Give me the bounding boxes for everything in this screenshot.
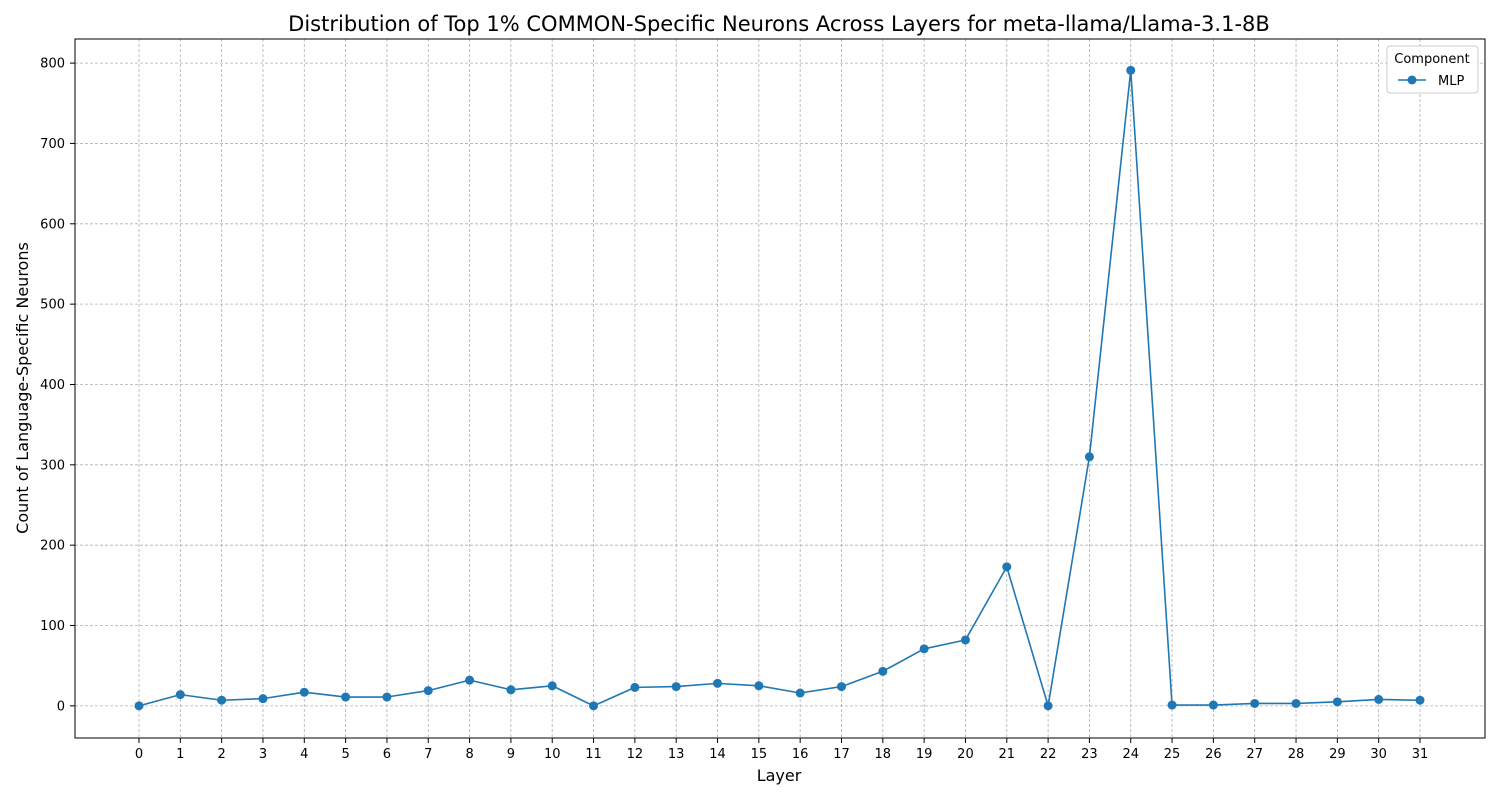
chart-title: Distribution of Top 1% COMMON-Specific N… bbox=[288, 12, 1270, 36]
y-tick-label: 200 bbox=[40, 539, 65, 554]
y-tick-label: 800 bbox=[40, 57, 65, 72]
x-tick-label: 7 bbox=[424, 747, 432, 762]
data-point bbox=[1167, 700, 1177, 710]
x-tick-label: 9 bbox=[507, 747, 515, 762]
y-tick-label: 600 bbox=[40, 217, 65, 232]
x-tick-label: 29 bbox=[1329, 747, 1346, 762]
data-point bbox=[1415, 695, 1425, 705]
series-layer bbox=[134, 65, 1425, 711]
x-tick-label: 0 bbox=[135, 747, 143, 762]
x-tick-label: 4 bbox=[300, 747, 308, 762]
x-tick-label: 2 bbox=[218, 747, 226, 762]
data-point bbox=[754, 681, 764, 691]
x-tick-label: 28 bbox=[1288, 747, 1305, 762]
x-tick-label: 15 bbox=[751, 747, 768, 762]
data-point bbox=[1002, 562, 1012, 572]
x-tick-label: 5 bbox=[341, 747, 349, 762]
data-point bbox=[1126, 65, 1136, 75]
data-point bbox=[382, 692, 392, 702]
x-tick-label: 8 bbox=[465, 747, 473, 762]
data-point bbox=[299, 687, 309, 697]
y-tick-label: 0 bbox=[57, 699, 65, 714]
legend: Component MLP bbox=[1386, 45, 1479, 94]
data-point bbox=[836, 682, 846, 692]
data-point bbox=[258, 694, 268, 704]
x-tick-label: 17 bbox=[833, 747, 850, 762]
data-point bbox=[217, 695, 227, 705]
x-tick-label: 23 bbox=[1081, 747, 1098, 762]
data-point bbox=[1084, 452, 1094, 462]
plot-frame bbox=[74, 38, 1486, 739]
data-point bbox=[175, 690, 185, 700]
y-tick-label: 700 bbox=[40, 137, 65, 152]
data-point bbox=[134, 701, 144, 711]
data-point bbox=[1250, 698, 1260, 708]
x-tick-label: 21 bbox=[999, 747, 1016, 762]
data-point bbox=[1208, 700, 1218, 710]
y-tick-label: 100 bbox=[40, 619, 65, 634]
x-tick-label: 13 bbox=[668, 747, 685, 762]
x-axis-ticks: 0 1 2 3 4 5 6 7 8 9 10 11 12 13 14 15 16 17 18 19 20 21 22 23 24… bbox=[135, 738, 1428, 762]
data-point bbox=[1374, 694, 1384, 704]
grid bbox=[75, 39, 1485, 738]
x-tick-label: 18 bbox=[875, 747, 892, 762]
x-tick-label: 12 bbox=[627, 747, 644, 762]
x-tick-label: 19 bbox=[916, 747, 933, 762]
data-point bbox=[878, 666, 888, 676]
x-tick-label: 20 bbox=[957, 747, 974, 762]
legend-title: Component bbox=[1394, 52, 1469, 67]
data-point bbox=[465, 675, 475, 685]
series-line-mlp bbox=[138, 69, 1421, 707]
x-tick-label: 6 bbox=[383, 747, 391, 762]
x-tick-label: 24 bbox=[1122, 747, 1139, 762]
y-tick-label: 400 bbox=[40, 378, 65, 393]
data-point bbox=[1291, 698, 1301, 708]
y-axis-ticks: 0 100 200 300 400 500 600 700 800 bbox=[40, 57, 75, 714]
x-tick-label: 16 bbox=[792, 747, 809, 762]
legend-marker-mlp bbox=[1407, 75, 1417, 85]
data-point bbox=[423, 686, 433, 696]
x-tick-label: 31 bbox=[1412, 747, 1429, 762]
x-tick-label: 3 bbox=[259, 747, 267, 762]
x-tick-label: 14 bbox=[709, 747, 726, 762]
x-tick-label: 22 bbox=[1040, 747, 1057, 762]
data-point bbox=[506, 685, 516, 695]
data-point bbox=[1043, 701, 1053, 711]
y-axis-label: Count of Language-Specific Neurons bbox=[13, 242, 32, 534]
x-tick-label: 25 bbox=[1164, 747, 1181, 762]
data-point bbox=[589, 701, 599, 711]
y-tick-label: 300 bbox=[40, 458, 65, 473]
data-point bbox=[795, 688, 805, 698]
x-axis-label: Layer bbox=[757, 766, 802, 785]
x-tick-label: 26 bbox=[1205, 747, 1222, 762]
data-point bbox=[671, 682, 681, 692]
x-tick-label: 10 bbox=[544, 747, 561, 762]
x-tick-label: 30 bbox=[1370, 747, 1387, 762]
y-tick-label: 500 bbox=[40, 298, 65, 313]
data-point bbox=[713, 678, 723, 688]
x-tick-label: 1 bbox=[176, 747, 184, 762]
data-point bbox=[341, 692, 351, 702]
data-point bbox=[547, 681, 557, 691]
legend-label-mlp: MLP bbox=[1438, 74, 1464, 89]
data-point bbox=[1332, 697, 1342, 707]
data-point bbox=[630, 682, 640, 692]
data-point bbox=[960, 635, 970, 645]
data-point bbox=[919, 644, 929, 654]
x-tick-label: 11 bbox=[585, 747, 602, 762]
x-tick-label: 27 bbox=[1246, 747, 1263, 762]
